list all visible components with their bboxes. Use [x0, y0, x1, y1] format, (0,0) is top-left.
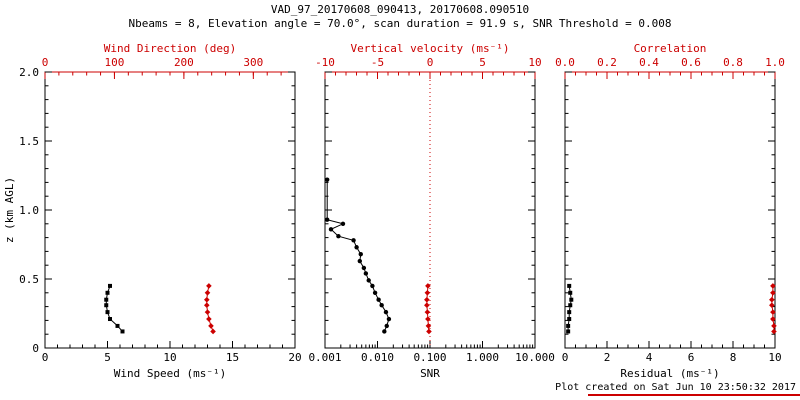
- svg-text:0.010: 0.010: [361, 351, 394, 364]
- svg-text:2: 2: [604, 351, 611, 364]
- svg-text:100: 100: [105, 56, 125, 69]
- svg-text:0.8: 0.8: [723, 56, 743, 69]
- svg-text:4: 4: [646, 351, 653, 364]
- svg-text:0.5: 0.5: [19, 273, 39, 286]
- svg-text:5: 5: [479, 56, 486, 69]
- svg-text:10: 10: [528, 56, 541, 69]
- svg-text:Wind Direction (deg): Wind Direction (deg): [104, 42, 236, 55]
- svg-text:Wind Speed (ms⁻¹): Wind Speed (ms⁻¹): [114, 367, 227, 380]
- svg-text:8: 8: [730, 351, 737, 364]
- svg-text:1.5: 1.5: [19, 135, 39, 148]
- svg-text:0: 0: [427, 56, 434, 69]
- svg-text:Vertical velocity (ms⁻¹): Vertical velocity (ms⁻¹): [351, 42, 510, 55]
- svg-text:0: 0: [42, 351, 49, 364]
- svg-text:1.0: 1.0: [19, 204, 39, 217]
- svg-text:-5: -5: [371, 56, 384, 69]
- plot-title: VAD_97_20170608_090413, 20170608.090510: [270, 3, 530, 16]
- svg-text:5: 5: [104, 351, 111, 364]
- svg-text:10.000: 10.000: [515, 351, 555, 364]
- plot-subtitle: Nbeams = 8, Elevation angle = 70.0°, sca…: [128, 17, 672, 30]
- timestamp-note: Plot created on Sat Jun 10 23:50:32 2017: [555, 382, 796, 393]
- svg-text:0.0: 0.0: [555, 56, 575, 69]
- svg-text:0.100: 0.100: [413, 351, 446, 364]
- svg-text:0.4: 0.4: [639, 56, 659, 69]
- svg-text:Correlation: Correlation: [634, 42, 707, 55]
- svg-text:SNR: SNR: [420, 367, 440, 380]
- svg-text:300: 300: [243, 56, 263, 69]
- svg-text:10: 10: [768, 351, 781, 364]
- svg-text:1.0: 1.0: [765, 56, 785, 69]
- svg-text:20: 20: [288, 351, 301, 364]
- svg-text:15: 15: [226, 351, 239, 364]
- svg-text:200: 200: [174, 56, 194, 69]
- svg-text:0.6: 0.6: [681, 56, 701, 69]
- svg-text:0: 0: [42, 56, 49, 69]
- svg-text:-10: -10: [315, 56, 335, 69]
- svg-text:6: 6: [688, 351, 695, 364]
- svg-text:Residual (ms⁻¹): Residual (ms⁻¹): [620, 367, 719, 380]
- svg-text:10: 10: [163, 351, 176, 364]
- svg-text:0: 0: [562, 351, 569, 364]
- svg-text:0.2: 0.2: [597, 56, 617, 69]
- svg-text:1.000: 1.000: [466, 351, 499, 364]
- svg-text:0.001: 0.001: [308, 351, 341, 364]
- footer-rule: [588, 394, 800, 396]
- svg-text:0: 0: [32, 342, 39, 355]
- svg-text:2.0: 2.0: [19, 66, 39, 79]
- svg-text:z (km AGL): z (km AGL): [3, 177, 16, 243]
